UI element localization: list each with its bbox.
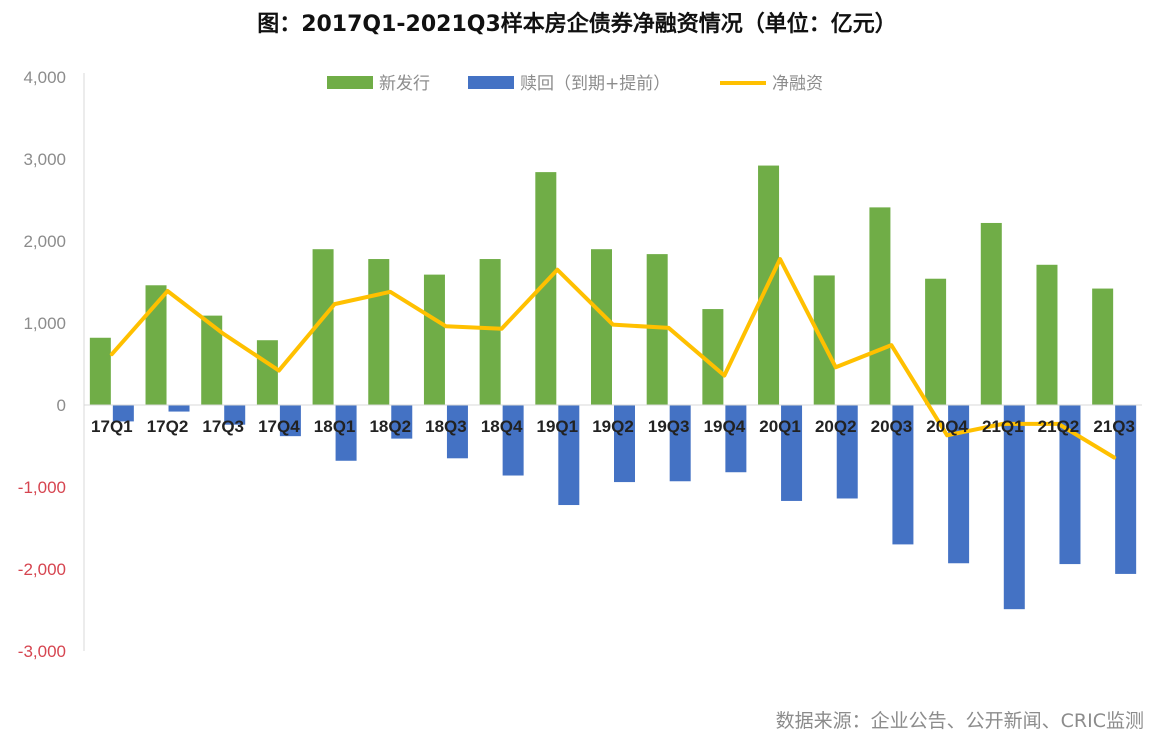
y-tick-label: 2,000 <box>23 232 66 251</box>
source-note: 数据来源：企业公告、公开新闻、CRIC监测 <box>775 710 1144 732</box>
bar-new-issuance <box>980 222 1002 405</box>
y-tick-label: -1,000 <box>18 478 66 497</box>
x-tick-label: 20Q4 <box>926 417 968 436</box>
x-tick-label: 19Q2 <box>592 417 634 436</box>
x-tick-label: 17Q2 <box>147 417 189 436</box>
legend-swatch <box>468 76 514 89</box>
bar-redemption <box>446 405 468 459</box>
bar-redemption <box>1003 405 1025 610</box>
bar-new-issuance <box>702 309 724 405</box>
bar-redemption <box>669 405 691 482</box>
x-tick-label: 17Q3 <box>202 417 244 436</box>
x-tick-label: 18Q4 <box>481 417 523 436</box>
y-tick-label: -2,000 <box>18 560 66 579</box>
legend-label: 新发行 <box>379 74 430 94</box>
bar-redemption <box>112 405 134 422</box>
legend-label: 赎回（到期+提前） <box>520 74 670 94</box>
bar-new-issuance <box>535 172 557 405</box>
x-tick-label: 21Q1 <box>982 417 1024 436</box>
legend-swatch <box>327 76 373 89</box>
bar-redemption <box>1115 405 1137 574</box>
bar-redemption <box>391 405 413 439</box>
bar-redemption <box>168 405 190 412</box>
bar-new-issuance <box>925 278 947 405</box>
bar-new-issuance <box>256 340 278 405</box>
bar-new-issuance <box>813 275 835 405</box>
bar-new-issuance <box>423 274 445 405</box>
bar-new-issuance <box>591 249 612 405</box>
y-tick-label: 1,000 <box>23 314 66 333</box>
legend-label: 净融资 <box>772 74 823 94</box>
y-tick-label: -3,000 <box>18 642 66 661</box>
bar-redemption <box>1059 405 1081 565</box>
chart-plot: 4,000 3,000 2,000 1,000 0 -1,000 -2,000 -3,000 1… <box>18 68 1142 661</box>
bar-new-issuance <box>145 285 167 405</box>
bar-redemption <box>279 405 301 437</box>
bar-redemption <box>558 405 580 506</box>
x-tick-label: 21Q2 <box>1038 417 1080 436</box>
x-tick-label: 20Q2 <box>815 417 857 436</box>
bar-new-issuance <box>646 254 668 405</box>
bar-new-issuance <box>1092 288 1114 405</box>
x-tick-label: 19Q4 <box>704 417 746 436</box>
line-net-financing <box>109 257 1117 460</box>
x-tick-label: 18Q1 <box>314 417 356 436</box>
bar-new-issuance <box>201 315 223 405</box>
x-tick-label: 21Q3 <box>1093 417 1135 436</box>
y-tick-label: 0 <box>57 396 66 415</box>
bar-redemption <box>614 405 635 483</box>
y-tick-label: 3,000 <box>23 150 66 169</box>
bar-redemption <box>502 405 524 476</box>
bar-new-issuance <box>312 249 334 405</box>
x-tick-label: 17Q1 <box>91 417 133 436</box>
bar-new-issuance <box>869 207 891 405</box>
chart-title: 图：2017Q1-2021Q3样本房企债券净融资情况（单位：亿元） <box>257 12 897 37</box>
bar-new-issuance <box>89 337 111 405</box>
bar-new-issuance <box>479 259 501 405</box>
bar-new-issuance <box>1036 264 1058 405</box>
x-tick-label: 18Q2 <box>369 417 411 436</box>
bar-redemption <box>224 405 246 425</box>
bar-redemption <box>892 405 914 545</box>
x-tick-label: 20Q3 <box>871 417 913 436</box>
bar-redemption <box>948 405 970 564</box>
bar-redemption <box>836 405 858 499</box>
x-tick-label: 20Q1 <box>759 417 801 436</box>
x-tick-label: 18Q3 <box>425 417 467 436</box>
bar-new-issuance <box>368 259 390 405</box>
bar-redemption <box>781 405 803 501</box>
bar-redemption <box>335 405 357 461</box>
bar-redemption <box>725 405 747 473</box>
y-tick-label: 4,000 <box>23 68 66 87</box>
x-tick-label: 19Q1 <box>537 417 579 436</box>
x-tick-label: 19Q3 <box>648 417 690 436</box>
x-tick-label: 17Q4 <box>258 417 300 436</box>
